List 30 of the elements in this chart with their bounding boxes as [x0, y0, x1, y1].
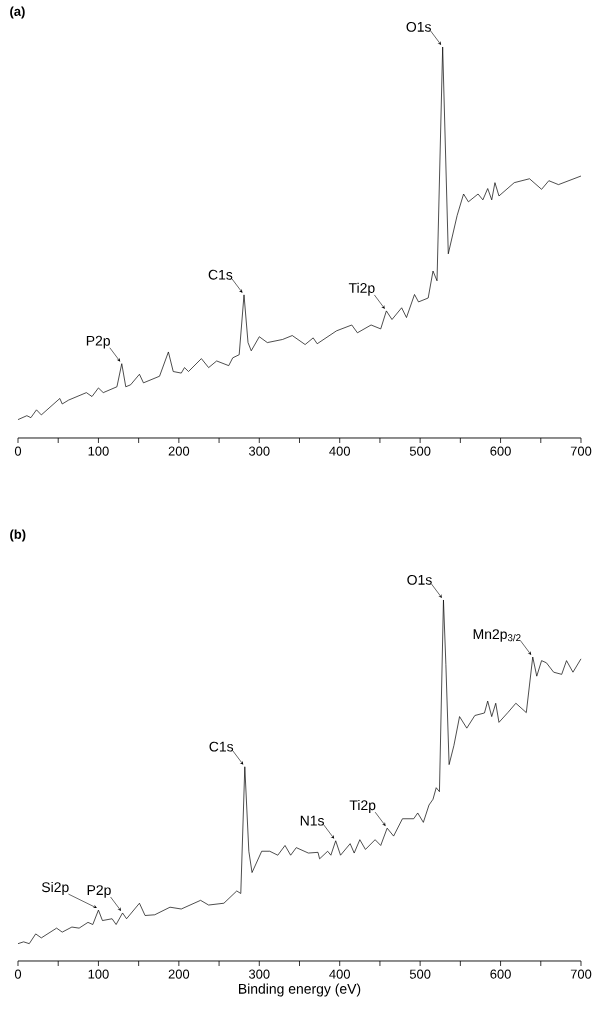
x-tick-label: 700	[570, 446, 592, 456]
annotation: C1s	[208, 269, 233, 280]
annotation: Mn2p$_{3/2}$	[473, 629, 521, 642]
x-tick-label: 0	[14, 969, 22, 979]
x-tick-label: 100	[88, 446, 109, 456]
x-tick-label: 500	[409, 969, 431, 979]
annotation: P2p	[87, 885, 111, 898]
x-tick-label: 700	[570, 969, 592, 979]
x-tick-label: 200	[168, 969, 190, 979]
x-tick-label: 0	[14, 446, 22, 456]
chart-title: (a)	[10, 6, 25, 19]
x-tick-label: 600	[490, 446, 511, 456]
annotation: N1s	[300, 815, 324, 826]
annotation: Si2p	[41, 881, 69, 895]
x-tick-label: 600	[490, 969, 511, 979]
x-tick-label: 400	[329, 969, 351, 979]
annotation: Ti2p	[348, 282, 375, 296]
x-axis-title: Binding energy (eV)	[239, 983, 361, 997]
annotation: Ti2p	[349, 799, 376, 813]
x-tick-label: 300	[248, 969, 270, 979]
x-tick-label: 100	[88, 969, 109, 979]
x-tick-label: 500	[409, 446, 431, 456]
x-tick-label: 400	[329, 446, 351, 456]
annotation: P2p	[86, 335, 110, 349]
annotation: O1s	[407, 574, 432, 585]
x-tick-label: 200	[168, 446, 190, 456]
annotation: C1s	[209, 741, 234, 752]
annotation: O1s	[406, 21, 431, 32]
x-tick-label: 300	[248, 446, 270, 456]
chart-title: (b)	[10, 529, 26, 542]
